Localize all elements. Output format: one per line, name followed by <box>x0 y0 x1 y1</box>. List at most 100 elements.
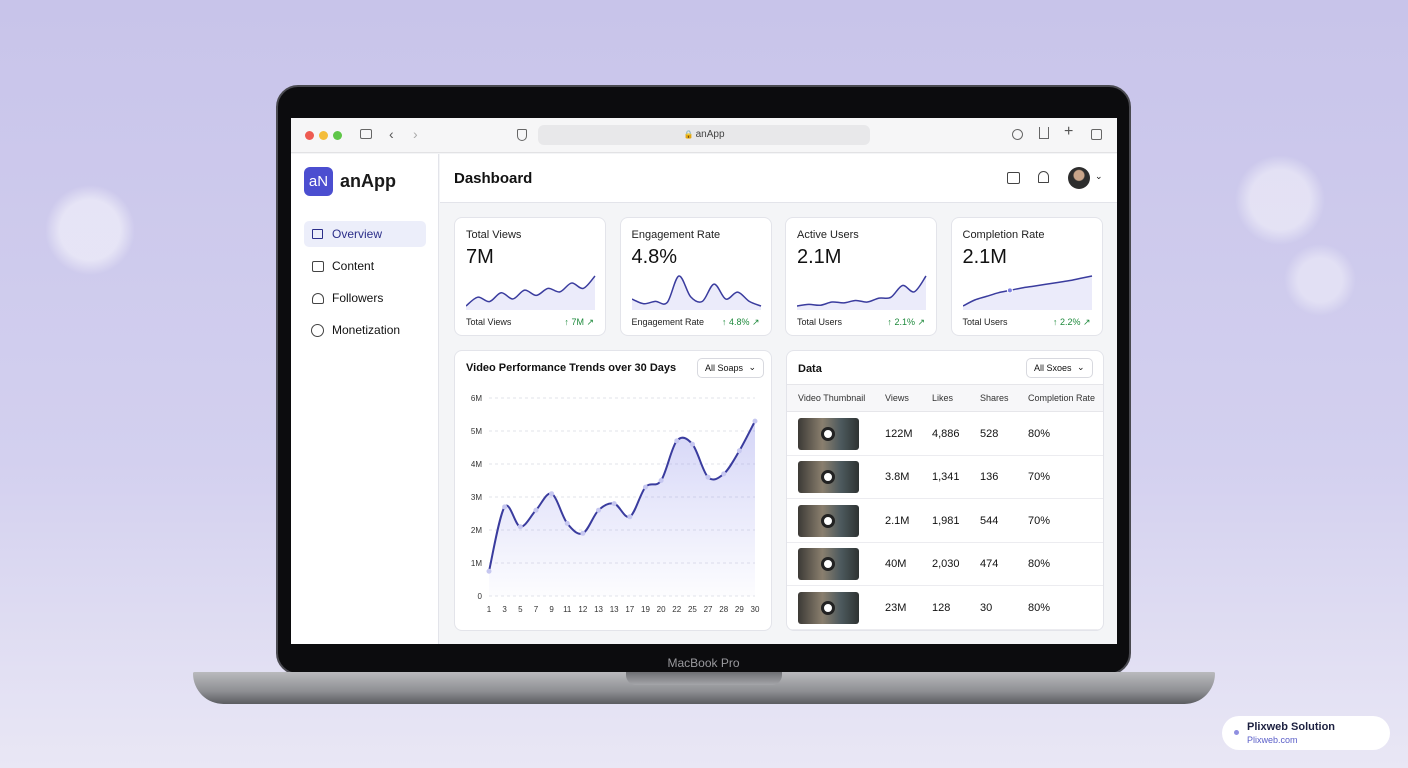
table-cell: 474 <box>980 558 999 571</box>
avatar-menu[interactable]: ⌄ <box>1095 171 1103 181</box>
chart-title: Video Performance Trends over 30 Days <box>466 362 677 374</box>
notifications-button[interactable] <box>1038 171 1049 183</box>
point <box>752 418 758 424</box>
table-cell: 2,030 <box>932 558 960 571</box>
card-change: ↑ 4.8% ↗ <box>721 317 760 327</box>
header: Dashboard ⌄ <box>440 154 1117 203</box>
minimize-button[interactable] <box>319 131 328 140</box>
video-thumbnail[interactable] <box>798 418 859 450</box>
chart-filter[interactable]: All Soaps ⌄ <box>697 358 765 378</box>
x-tick-label: 25 <box>688 605 697 614</box>
point <box>721 471 727 477</box>
card-title: Engagement Rate <box>631 229 721 241</box>
column-header: Video Thumbnail <box>798 393 866 403</box>
laptop-notch <box>626 672 782 685</box>
shield-icon[interactable] <box>517 129 527 141</box>
url-bar[interactable]: 🔒 anApp <box>538 125 870 145</box>
forward-button[interactable]: › <box>413 126 418 142</box>
point <box>642 484 648 490</box>
video-thumbnail[interactable] <box>798 461 859 494</box>
card-change: ↑ 2.2% ↗ <box>1052 317 1091 327</box>
table-cell: 3.8M <box>885 471 910 484</box>
close-button[interactable] <box>305 131 314 140</box>
sidebar-toggle[interactable] <box>360 129 372 139</box>
nav-item[interactable]: Followers <box>304 285 426 311</box>
table-cell: 1,341 <box>932 471 960 484</box>
x-tick-label: 13 <box>594 605 603 614</box>
nav-item[interactable]: Monetization <box>304 317 426 343</box>
avatar[interactable] <box>1068 167 1090 189</box>
sparkline <box>466 275 596 310</box>
table-cell: 40M <box>885 558 907 571</box>
device-label: MacBook Pro <box>667 656 740 670</box>
video-thumbnail[interactable] <box>798 548 859 581</box>
area <box>489 421 755 596</box>
chart-panel: Video Performance Trends over 30 Days Al… <box>454 350 772 631</box>
nav-item[interactable]: Content <box>304 253 426 279</box>
video-thumbnail[interactable] <box>798 591 859 624</box>
column-header: Shares <box>980 393 1009 403</box>
page-title: Dashboard <box>454 170 533 187</box>
table-cell: 80% <box>1028 428 1051 440</box>
point <box>486 568 492 574</box>
sparkline-area <box>962 276 1092 310</box>
row-divider <box>787 585 1103 587</box>
x-tick-label: 29 <box>735 605 744 614</box>
point <box>564 520 570 526</box>
x-tick-label: 30 <box>751 605 760 614</box>
logo: aN <box>304 167 333 196</box>
card-label: Total Views <box>466 317 512 327</box>
nav-label: Content <box>332 259 375 273</box>
y-tick-label: 6M <box>471 394 482 403</box>
row-divider <box>787 455 1103 456</box>
new-tab-button[interactable]: + <box>1064 123 1074 140</box>
badge-name: Plixweb Solution <box>1247 721 1336 733</box>
back-button[interactable]: ‹ <box>389 126 394 142</box>
sidebar: aN anApp Overview Content Followers Mone… <box>291 154 439 644</box>
x-tick-label: 11 <box>563 605 572 614</box>
share-icon[interactable] <box>1039 127 1049 139</box>
row-divider <box>787 541 1103 543</box>
table-cell: 70% <box>1028 514 1051 527</box>
maximize-button[interactable] <box>333 131 342 140</box>
sparkline-point <box>1006 287 1013 294</box>
point <box>517 524 523 530</box>
play-icon <box>821 513 835 528</box>
column-header: Likes <box>932 393 954 403</box>
stat-card: Total Views 7M Total Views ↑ 7M ↗ <box>454 217 606 336</box>
table-cell: 23M <box>885 601 907 614</box>
point <box>580 530 586 536</box>
card-change: ↑ 2.1% ↗ <box>887 317 925 327</box>
x-tick-label: 19 <box>641 605 650 614</box>
table-cell: 136 <box>980 471 999 484</box>
video-thumbnail[interactable] <box>798 504 859 537</box>
sparkline-line <box>962 275 1092 307</box>
download-icon[interactable] <box>1012 129 1023 140</box>
y-tick-label: 3M <box>471 493 482 502</box>
row-divider <box>787 628 1103 630</box>
x-tick-label: 1 <box>487 605 492 614</box>
y-tick-label: 0 <box>478 592 483 601</box>
sparkline-line <box>631 275 761 307</box>
x-tick-label: 5 <box>518 605 523 614</box>
table-cell: 80% <box>1028 558 1051 571</box>
messages-button[interactable] <box>1007 172 1020 184</box>
stat-card: Active Users 2.1M Total Users ↑ 2.1% ↗ <box>785 217 937 336</box>
x-tick-label: 13 <box>610 605 619 614</box>
table-cell: 4,886 <box>932 428 960 440</box>
table-filter[interactable]: All Sxoes ⌄ <box>1026 358 1093 378</box>
tabs-button[interactable] <box>1091 129 1102 140</box>
nav-label: Monetization <box>332 323 401 337</box>
table-cell: 2.1M <box>885 514 910 527</box>
nav-label: Overview <box>332 227 383 241</box>
table-cell: 1,981 <box>932 514 960 527</box>
x-tick-label: 28 <box>719 605 728 614</box>
play-icon <box>821 470 835 485</box>
x-tick-label: 12 <box>578 605 587 614</box>
card-label: Total Users <box>962 317 1008 327</box>
sparkline <box>797 275 927 310</box>
change-value: 2.2% <box>1059 317 1081 327</box>
play-icon <box>821 427 835 441</box>
nav-item[interactable]: Overview <box>304 221 426 247</box>
